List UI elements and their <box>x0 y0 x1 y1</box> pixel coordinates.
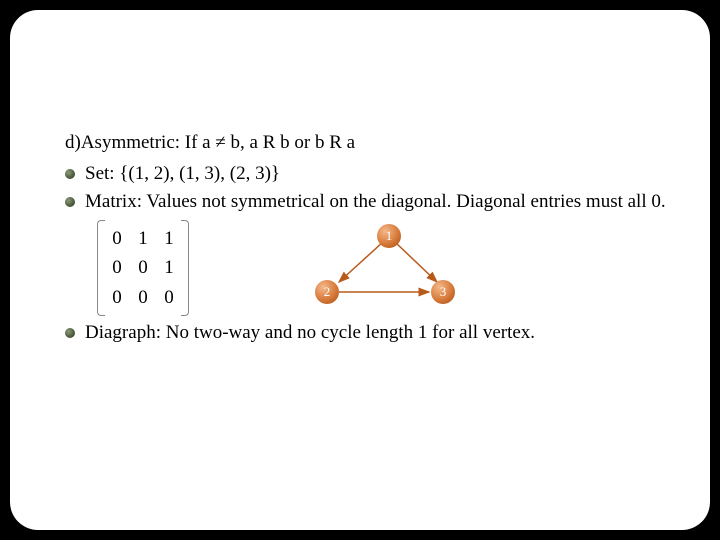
digraph: 1 2 3 <box>259 220 469 315</box>
slide-frame: d)Asymmetric: If a ≠ b, a R b or b R a S… <box>10 10 710 530</box>
node-label: 2 <box>324 283 331 301</box>
matrix-cell: 1 <box>163 224 175 253</box>
bullet-set: Set: {(1, 2), (1, 3), (2, 3)} <box>65 161 675 188</box>
heading-text: d)Asymmetric: If a ≠ b, a R b or b R a <box>65 130 675 157</box>
matrix-cell: 0 <box>111 224 123 253</box>
matrix-cell: 0 <box>111 253 123 282</box>
bracket-right-icon <box>181 220 189 316</box>
edge-1-2 <box>339 242 383 282</box>
bullet-icon <box>65 169 75 179</box>
matrix-cell: 1 <box>137 224 149 253</box>
bullet-diagraph: Diagraph: No two-way and no cycle length… <box>65 320 675 347</box>
matrix-row: 0 0 1 <box>111 253 175 282</box>
matrix-cell: 0 <box>163 283 175 312</box>
matrix-cell: 1 <box>163 253 175 282</box>
content-area: d)Asymmetric: If a ≠ b, a R b or b R a S… <box>65 130 675 349</box>
bullet-matrix-text: Matrix: Values not symmetrical on the di… <box>85 189 675 216</box>
bullet-icon <box>65 197 75 207</box>
matrix-row: 0 0 0 <box>111 283 175 312</box>
matrix-row: 0 1 1 <box>111 224 175 253</box>
bullet-diagraph-text: Diagraph: No two-way and no cycle length… <box>85 320 675 347</box>
matrix: 0 1 1 0 0 1 0 0 0 <box>97 220 189 316</box>
node-label: 1 <box>386 227 393 245</box>
matrix-graph-area: 0 1 1 0 0 1 0 0 0 <box>97 220 675 316</box>
matrix-cell: 0 <box>137 253 149 282</box>
matrix-cell: 0 <box>137 283 149 312</box>
edge-1-3 <box>395 242 437 282</box>
node-label: 3 <box>440 283 447 301</box>
bullet-set-text: Set: {(1, 2), (1, 3), (2, 3)} <box>85 161 675 188</box>
matrix-cell: 0 <box>111 283 123 312</box>
bullet-icon <box>65 328 75 338</box>
bullet-matrix: Matrix: Values not symmetrical on the di… <box>65 189 675 216</box>
bracket-left-icon <box>97 220 105 316</box>
